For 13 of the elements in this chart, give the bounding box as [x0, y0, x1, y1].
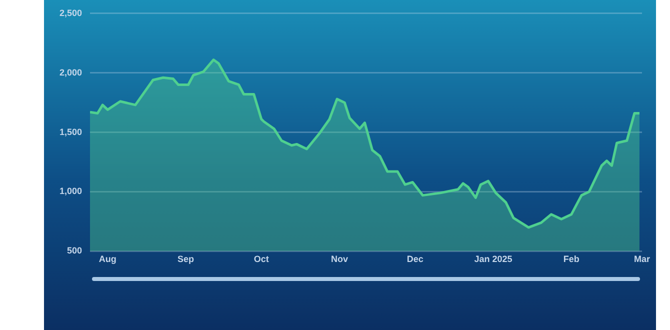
x-tick-label: Dec	[406, 254, 424, 264]
x-tick-label: Sep	[178, 254, 195, 264]
y-tick-label: 500	[66, 246, 82, 256]
x-tick-label: Oct	[254, 254, 269, 264]
y-tick-label: 1,500	[59, 126, 82, 137]
y-tick-label: 2,500	[59, 8, 82, 18]
y-tick-label: 1,000	[59, 186, 82, 196]
x-tick-label: Mar	[634, 254, 650, 264]
y-tick-label: 2,000	[59, 67, 82, 78]
x-tick-label: Aug	[98, 254, 116, 264]
x-tick-label: Nov	[331, 254, 348, 264]
x-tick-label: Jan 2025	[474, 254, 512, 264]
x-tick-label: Feb	[563, 254, 580, 264]
